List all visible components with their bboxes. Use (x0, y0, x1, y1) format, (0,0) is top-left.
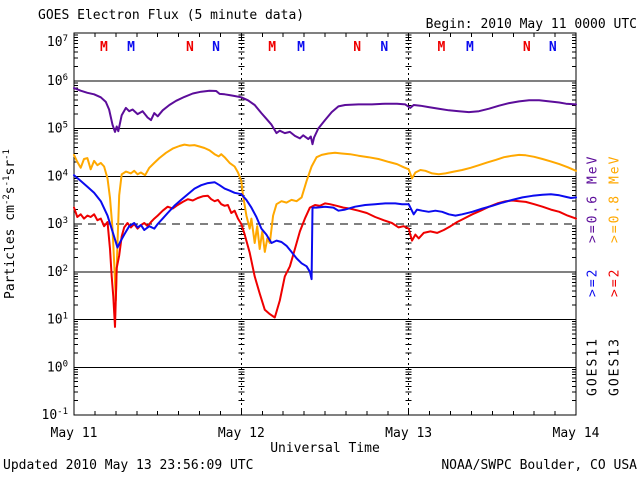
legend-goes11-satellite: GOES11 (585, 337, 601, 397)
legend-goes11-threshold-06mev: >=0.6 MeV (585, 154, 601, 244)
y-tick-label-1e7: 107 (47, 34, 68, 50)
y-tick-label-1e3: 103 (47, 216, 68, 232)
footer-credit: NOAA/SWPC Boulder, CO USA (441, 458, 637, 473)
event-marker-m: M (127, 40, 135, 55)
y-tick-label-1e0: 100 (47, 359, 68, 375)
event-marker-n: N (186, 40, 194, 55)
y-tick-label-1e-1: 10-1 (42, 407, 69, 423)
begin-timestamp: Begin: 2010 May 11 0000 UTC (425, 17, 637, 32)
legend-goes13-satellite: GOES13 (607, 337, 623, 397)
series-goes11-2-mev (73, 174, 577, 281)
y-axis-label: Particles cm-2s-1sr-1 (2, 149, 18, 299)
event-marker-m: M (438, 40, 446, 55)
event-marker-n: N (549, 40, 557, 55)
y-tick-label-1e2: 102 (47, 264, 68, 280)
event-marker-n: N (212, 40, 220, 55)
y-tick-label-1e6: 106 (47, 73, 68, 89)
y-tick-label-1e1: 101 (47, 312, 68, 328)
series-goes13-0-8-mev (73, 143, 577, 302)
event-marker-m: M (100, 40, 108, 55)
legend-goes11-threshold-2mev: >=2 (585, 267, 601, 297)
footer-updated-timestamp: Updated 2010 May 13 23:56:09 UTC (3, 458, 254, 473)
x-axis-label: Universal Time (270, 441, 380, 456)
legend-goes13-threshold-08mev: >=0.8 MeV (607, 154, 623, 244)
chart-title: GOES Electron Flux (5 minute data) (38, 8, 305, 23)
event-marker-m: M (297, 40, 305, 55)
legend-goes13-threshold-2mev: >=2 (607, 267, 623, 297)
plot-frame (73, 32, 577, 416)
event-marker-n: N (380, 40, 388, 55)
y-tick-label-1e4: 104 (47, 168, 68, 184)
series-goes11-0-6-mev (73, 87, 577, 146)
x-tick-label: May 14 (553, 426, 600, 441)
event-marker-n: N (353, 40, 361, 55)
event-marker-m: M (268, 40, 276, 55)
event-marker-n: N (523, 40, 531, 55)
event-marker-m: M (466, 40, 474, 55)
series-goes13-2-mev (73, 194, 577, 328)
y-tick-label-1e5: 105 (47, 121, 68, 137)
x-tick-label: May 12 (218, 426, 265, 441)
x-tick-label: May 11 (51, 426, 98, 441)
x-tick-label: May 13 (385, 426, 432, 441)
